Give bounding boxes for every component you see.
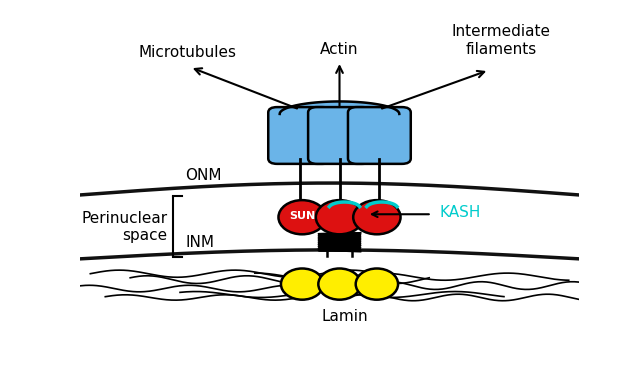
FancyBboxPatch shape (268, 107, 331, 164)
Text: Microtubules: Microtubules (138, 45, 237, 60)
FancyBboxPatch shape (308, 107, 371, 164)
Ellipse shape (278, 200, 326, 234)
FancyBboxPatch shape (348, 107, 411, 164)
Text: Lamin: Lamin (321, 309, 368, 323)
Text: Perinuclear
space: Perinuclear space (82, 211, 168, 243)
Text: Actin: Actin (320, 42, 359, 57)
Text: SUN: SUN (289, 211, 315, 221)
Text: KASH: KASH (439, 205, 480, 220)
Ellipse shape (316, 200, 363, 234)
Ellipse shape (281, 269, 323, 300)
Ellipse shape (356, 269, 398, 300)
Text: Intermediate
filaments: Intermediate filaments (452, 24, 551, 57)
Text: ONM: ONM (185, 168, 222, 183)
Ellipse shape (353, 200, 401, 234)
Polygon shape (280, 102, 399, 114)
Text: INM: INM (185, 235, 214, 250)
Ellipse shape (318, 269, 361, 300)
